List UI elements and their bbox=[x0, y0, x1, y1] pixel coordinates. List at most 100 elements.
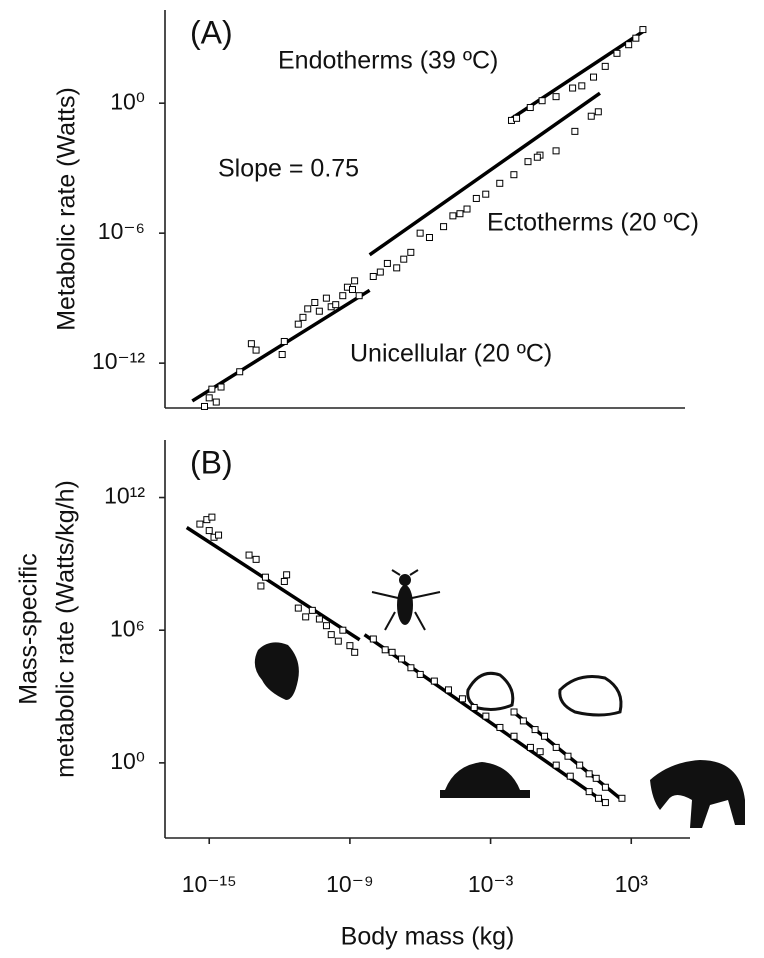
data-point bbox=[351, 277, 359, 285]
data-point bbox=[261, 573, 269, 581]
data-point bbox=[524, 158, 532, 166]
data-point bbox=[311, 298, 319, 306]
data-point bbox=[369, 635, 377, 643]
data-point bbox=[339, 626, 347, 634]
frog bbox=[466, 671, 515, 711]
data-point bbox=[601, 62, 609, 70]
data-point bbox=[257, 582, 265, 590]
data-point bbox=[425, 234, 433, 242]
data-point bbox=[510, 732, 518, 740]
data-point bbox=[304, 305, 312, 313]
data-point bbox=[416, 229, 424, 237]
data-point bbox=[496, 179, 504, 187]
data-point bbox=[196, 520, 204, 528]
panel-label: (A) bbox=[190, 14, 233, 50]
data-point bbox=[531, 726, 539, 734]
data-point bbox=[398, 655, 406, 663]
data-point bbox=[590, 73, 598, 81]
data-point bbox=[201, 402, 209, 410]
tortoise bbox=[440, 762, 530, 798]
data-point bbox=[383, 259, 391, 267]
data-point bbox=[510, 171, 518, 179]
data-point bbox=[332, 301, 340, 309]
data-point bbox=[526, 743, 534, 751]
data-point bbox=[208, 385, 216, 393]
x-tick-label: 10⁻³ bbox=[468, 871, 514, 897]
data-point bbox=[519, 717, 527, 725]
y-tick-label: 10⁰ bbox=[110, 88, 145, 114]
data-point bbox=[444, 686, 452, 694]
data-point bbox=[632, 34, 640, 42]
fit-line bbox=[510, 28, 646, 120]
y-axis-label: metabolic rate (Watts/kg/h) bbox=[52, 480, 80, 778]
data-point bbox=[618, 794, 626, 802]
data-point bbox=[571, 127, 579, 135]
data-point bbox=[552, 743, 560, 751]
x-tick-label: 10³ bbox=[615, 871, 649, 897]
annotation: Slope = 0.75 bbox=[218, 155, 359, 183]
y-tick-label: 10¹² bbox=[104, 483, 145, 509]
data-point bbox=[533, 153, 541, 161]
data-point bbox=[236, 368, 244, 376]
y-tick-label: 10⁶ bbox=[110, 615, 145, 641]
x-tick-label: 10⁻⁹ bbox=[326, 871, 374, 897]
data-point bbox=[327, 631, 335, 639]
data-point bbox=[538, 97, 546, 105]
data-point bbox=[252, 555, 260, 563]
data-point bbox=[449, 212, 457, 220]
fit-line bbox=[191, 288, 371, 403]
data-point bbox=[639, 26, 647, 34]
data-point bbox=[278, 351, 286, 359]
data-point bbox=[393, 264, 401, 272]
amoeba bbox=[254, 642, 299, 700]
silhouettes bbox=[254, 569, 745, 828]
rodent bbox=[558, 675, 623, 717]
data-point bbox=[315, 615, 323, 623]
data-point bbox=[252, 346, 260, 354]
data-point bbox=[215, 531, 223, 539]
data-point bbox=[566, 772, 574, 780]
insect bbox=[371, 569, 441, 631]
data-point bbox=[302, 613, 310, 621]
data-point bbox=[322, 294, 330, 302]
fit-line bbox=[185, 526, 361, 642]
data-point bbox=[552, 761, 560, 769]
data-point bbox=[308, 606, 316, 614]
data-point bbox=[576, 761, 584, 769]
y-axis-label: Mass-specific bbox=[15, 553, 43, 704]
data-point bbox=[440, 223, 448, 231]
data-point bbox=[569, 84, 577, 92]
data-point bbox=[463, 205, 471, 213]
data-point bbox=[594, 108, 602, 116]
data-point bbox=[315, 307, 323, 315]
data-point bbox=[526, 104, 534, 112]
data-point bbox=[585, 788, 593, 796]
data-point bbox=[482, 190, 490, 198]
data-point bbox=[513, 114, 521, 122]
data-point bbox=[205, 394, 213, 402]
data-point bbox=[456, 210, 464, 218]
data-point bbox=[400, 255, 408, 263]
data-point bbox=[376, 268, 384, 276]
data-point bbox=[294, 320, 302, 328]
data-point bbox=[536, 748, 544, 756]
data-point bbox=[322, 622, 330, 630]
x-tick-label: 10⁻¹⁵ bbox=[182, 871, 237, 897]
data-point bbox=[388, 648, 396, 656]
data-point bbox=[355, 292, 363, 300]
data-point bbox=[247, 340, 255, 348]
data-point bbox=[613, 49, 621, 57]
data-point bbox=[245, 551, 253, 559]
data-point bbox=[541, 732, 549, 740]
data-point bbox=[407, 248, 415, 256]
data-point bbox=[334, 637, 342, 645]
data-point bbox=[280, 577, 288, 585]
y-tick-label: 10⁻⁶ bbox=[98, 218, 145, 244]
data-point bbox=[585, 770, 593, 778]
data-point bbox=[564, 752, 572, 760]
annotation: Ectotherms (20 ºC) bbox=[487, 209, 699, 237]
data-point bbox=[351, 648, 359, 656]
y-axis-label: Metabolic rate (Watts) bbox=[53, 87, 81, 331]
data-point bbox=[381, 646, 389, 654]
data-point bbox=[552, 147, 560, 155]
